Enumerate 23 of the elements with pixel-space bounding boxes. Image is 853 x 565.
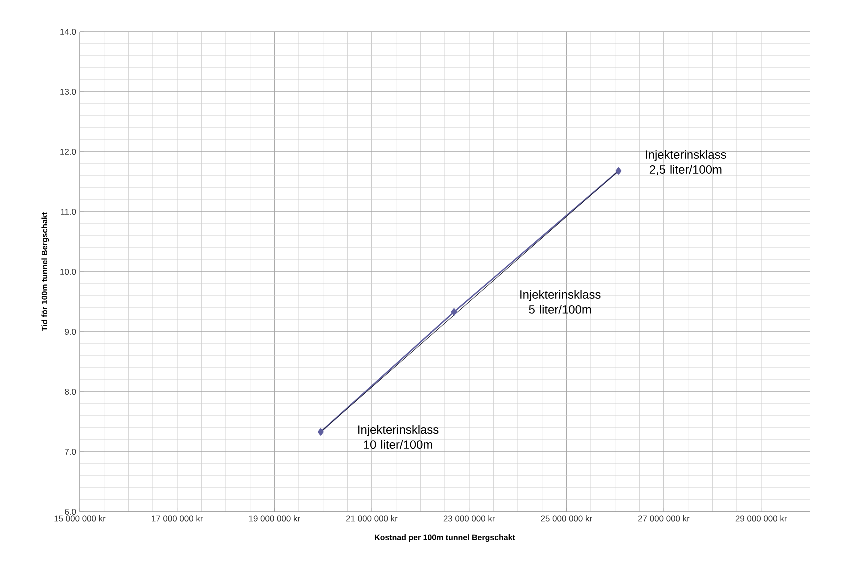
y-tick-label: 6.0	[65, 508, 76, 515]
x-tick-label: 21 000 000 kr	[346, 516, 398, 522]
y-tick-label: 12.0	[60, 148, 76, 155]
y-tick-label: 10.0	[60, 268, 76, 275]
y-tick-label: 11.0	[61, 208, 76, 215]
point	[616, 167, 622, 175]
x-tick-label: 15 000 000 kr	[54, 516, 106, 522]
x-tick-label: 27 000 000 kr	[638, 516, 690, 522]
y-tick-label: 14.0	[60, 28, 76, 35]
x-tick-label: 29 000 000 kr	[736, 516, 788, 522]
y-tick-label: 9.0	[65, 328, 76, 335]
y-tick-label: 8.0	[65, 388, 76, 395]
x-tick-label: 17 000 000 kr	[152, 516, 204, 522]
x-tick-label: 23 000 000 kr	[444, 516, 496, 522]
x-tick-label: 19 000 000 kr	[249, 516, 300, 522]
annotation: Injekterinsklass 5 liter/100m	[520, 290, 601, 314]
y-tick-label: 13.0	[60, 88, 76, 95]
x-tick-label: 25 000 000 kr	[541, 516, 592, 522]
annotation: Injekterinsklass 10 liter/100m	[358, 425, 439, 450]
point	[318, 428, 324, 436]
annotation: Injekterinsklass 2,5 liter/100m	[646, 150, 726, 176]
point	[451, 308, 458, 316]
y-tick-label: 7.0	[65, 448, 76, 455]
